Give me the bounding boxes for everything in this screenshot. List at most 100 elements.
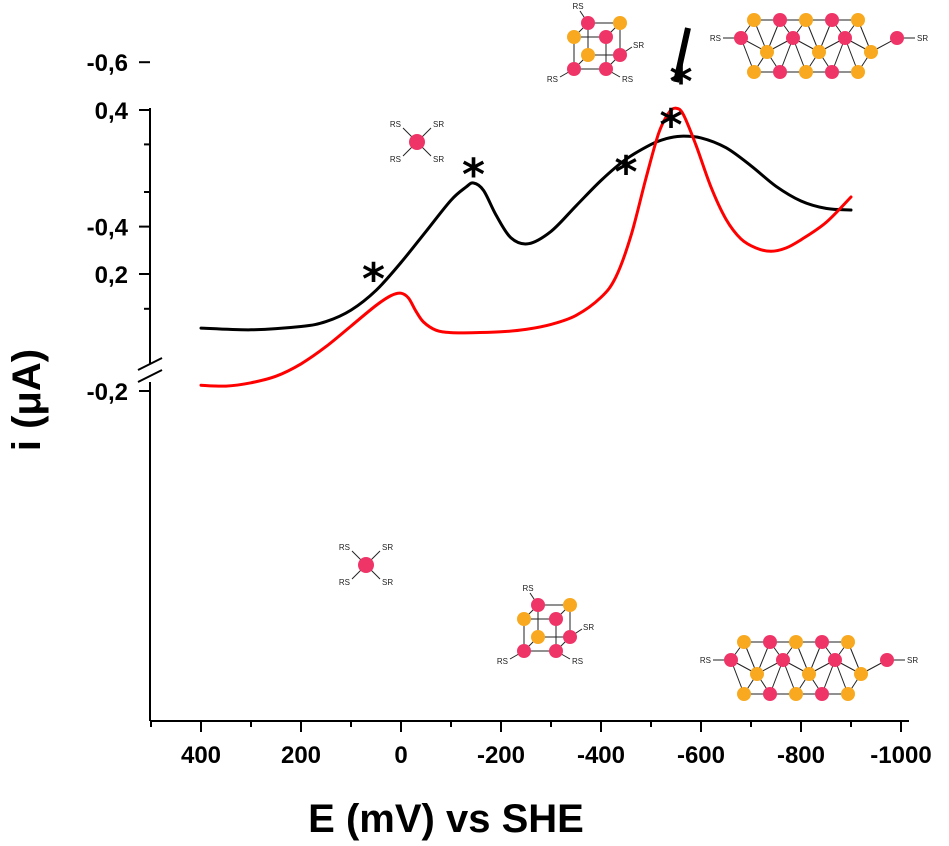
peak-star-annotation: * [362,254,385,305]
sulfur-atom [517,612,531,626]
ligand-label: RS [572,657,583,666]
ligand-label: RS [390,120,401,129]
ligand-label: RS [522,584,533,593]
metal-atom [567,62,581,76]
ligand-label: RS [572,2,583,11]
x-tick-label: 400 [181,742,221,769]
metal-atom [763,687,777,701]
metal-atom [563,630,577,644]
x-tick-label: -600 [677,742,725,769]
tick-labels: 400 200 0 -200 -400 -600 -800 -1000 0,2 0,4 -0,2 -0… [87,50,932,769]
sulfur-atom [563,598,577,612]
molecule-illustrations: RS SR RS SR RS SR RS SR RS SR RS RS RS SR RS RS RS SR RS SR [339,2,928,701]
ligand-label: RS [547,75,558,84]
peak-star-annotation: * [659,100,682,151]
metal-atom [776,653,790,667]
sulfur-atom [799,65,813,79]
sulfur-atom [841,687,855,701]
cube-cluster-upper: RS SR RS RS [547,2,644,84]
peak-star-annotation: * [614,147,637,198]
metal-atom [358,557,374,573]
metal-atom [838,31,852,45]
y-tick-label: 0,4 [95,98,129,125]
series-line-red [199,106,853,388]
x-tick-label: -800 [777,742,825,769]
ligand-label: SR [907,656,918,665]
sulfur-atom [747,65,761,79]
axis-break-mark [137,357,163,371]
chain-cluster-upper: RS SR [710,13,928,79]
cube-cluster-lower: RS SR RS RS [497,584,594,666]
metal-atom [786,31,800,45]
ligand-label: RS [339,543,350,552]
y-tick-label: -0,2 [87,379,128,406]
metal-atom [581,16,595,30]
metal-atom [828,653,842,667]
x-tick-label: -200 [477,742,525,769]
metal-atom [531,598,545,612]
peak-star-annotation: * [462,149,485,200]
sulfur-atom [581,48,595,62]
metal-atom [815,635,829,649]
monomer-molecule-upper: RS SR RS SR [390,120,444,164]
ligand-label: SR [633,41,644,50]
ligand-label: SR [382,543,393,552]
x-axis-title: E (mV) vs SHE [308,797,584,841]
sulfur-atom [799,13,813,27]
metal-atom [409,134,425,150]
metal-atom [724,653,738,667]
sulfur-atom [737,635,751,649]
ligand-label: SR [382,578,393,587]
metal-atom [825,65,839,79]
y-tick-label: 0,2 [95,262,128,289]
metal-atom [815,687,829,701]
sulfur-atom [760,45,774,59]
annotations: ***** [362,57,693,305]
sulfur-atom [737,687,751,701]
sulfur-atom [802,667,816,681]
ligand-label: RS [497,657,508,666]
sulfur-atom [789,687,803,701]
metal-atom [613,48,627,62]
sulfur-atom [567,30,581,44]
ligand-label: SR [583,623,594,632]
peak-star-annotation: * [669,57,692,108]
metal-atom [734,31,748,45]
x-tick-label: -1000 [870,742,931,769]
sulfur-atom [854,667,868,681]
slash-separator [673,27,691,83]
chain-cluster-lower: RS SR [700,635,918,701]
ligand-label: RS [700,656,711,665]
x-tick-label: -400 [577,742,625,769]
sulfur-atom [812,45,826,59]
sulfur-atom [864,45,878,59]
sulfur-atom [789,635,803,649]
series-line-black [199,134,853,332]
metal-atom [549,612,563,626]
ligand-label: SR [917,34,928,43]
metal-atom [763,635,777,649]
ligand-label: SR [433,120,444,129]
ligand-label: RS [390,155,401,164]
axis-break-mark [137,369,163,383]
metal-atom [773,13,787,27]
sulfur-atom [613,16,627,30]
sulfur-atom [851,65,865,79]
series-group [199,106,853,388]
sulfur-atom [841,635,855,649]
metal-atom [880,653,894,667]
y-tick-label: -0,6 [87,50,128,77]
metal-atom [549,644,563,658]
sulfur-atom [851,13,865,27]
metal-atom [890,31,904,45]
sulfur-atom [750,667,764,681]
ligand-label: RS [622,75,633,84]
sulfur-atom [747,13,761,27]
metal-atom [773,65,787,79]
y-tick-label: -0,4 [87,215,129,242]
monomer-molecule-lower: RS SR RS SR [339,543,393,587]
metal-atom [517,644,531,658]
x-tick-label: 200 [281,742,321,769]
ligand-label: RS [339,578,350,587]
